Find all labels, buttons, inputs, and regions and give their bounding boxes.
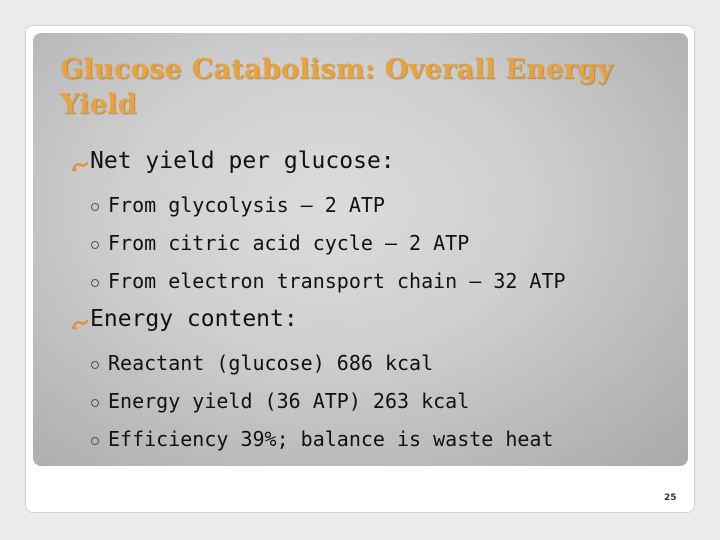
sub-bullet-text: From electron transport chain – 32 ATP — [108, 269, 566, 293]
page-number: 25 — [664, 493, 677, 503]
sub-bullet-icon — [91, 399, 99, 407]
sub-bullet-text: From citric acid cycle – 2 ATP — [108, 231, 470, 255]
content-panel — [33, 33, 688, 466]
bullet-icon — [71, 158, 89, 172]
sub-bullet-icon — [91, 437, 99, 445]
sub-bullet-icon — [91, 241, 99, 249]
slide-title: Glucose Catabolism: Overall Energy Yield — [60, 54, 614, 120]
bullet-glyph — [71, 161, 89, 172]
bullet-text: Energy content: — [90, 306, 298, 332]
bullet-glyph — [71, 319, 89, 330]
sub-bullet-icon — [91, 203, 99, 211]
sub-bullet-icon — [91, 279, 99, 287]
bullet-text: Net yield per glucose: — [90, 148, 395, 174]
sub-bullet-text: Energy yield (36 ATP) 263 kcal — [108, 389, 470, 413]
sub-bullet-text: Reactant (glucose) 686 kcal — [108, 351, 434, 375]
sub-bullet-icon — [91, 361, 99, 369]
sub-bullet-text: From glycolysis – 2 ATP — [108, 193, 385, 217]
bullet-icon — [71, 316, 89, 330]
sub-bullet-text: Efficiency 39%; balance is waste heat — [108, 427, 554, 451]
